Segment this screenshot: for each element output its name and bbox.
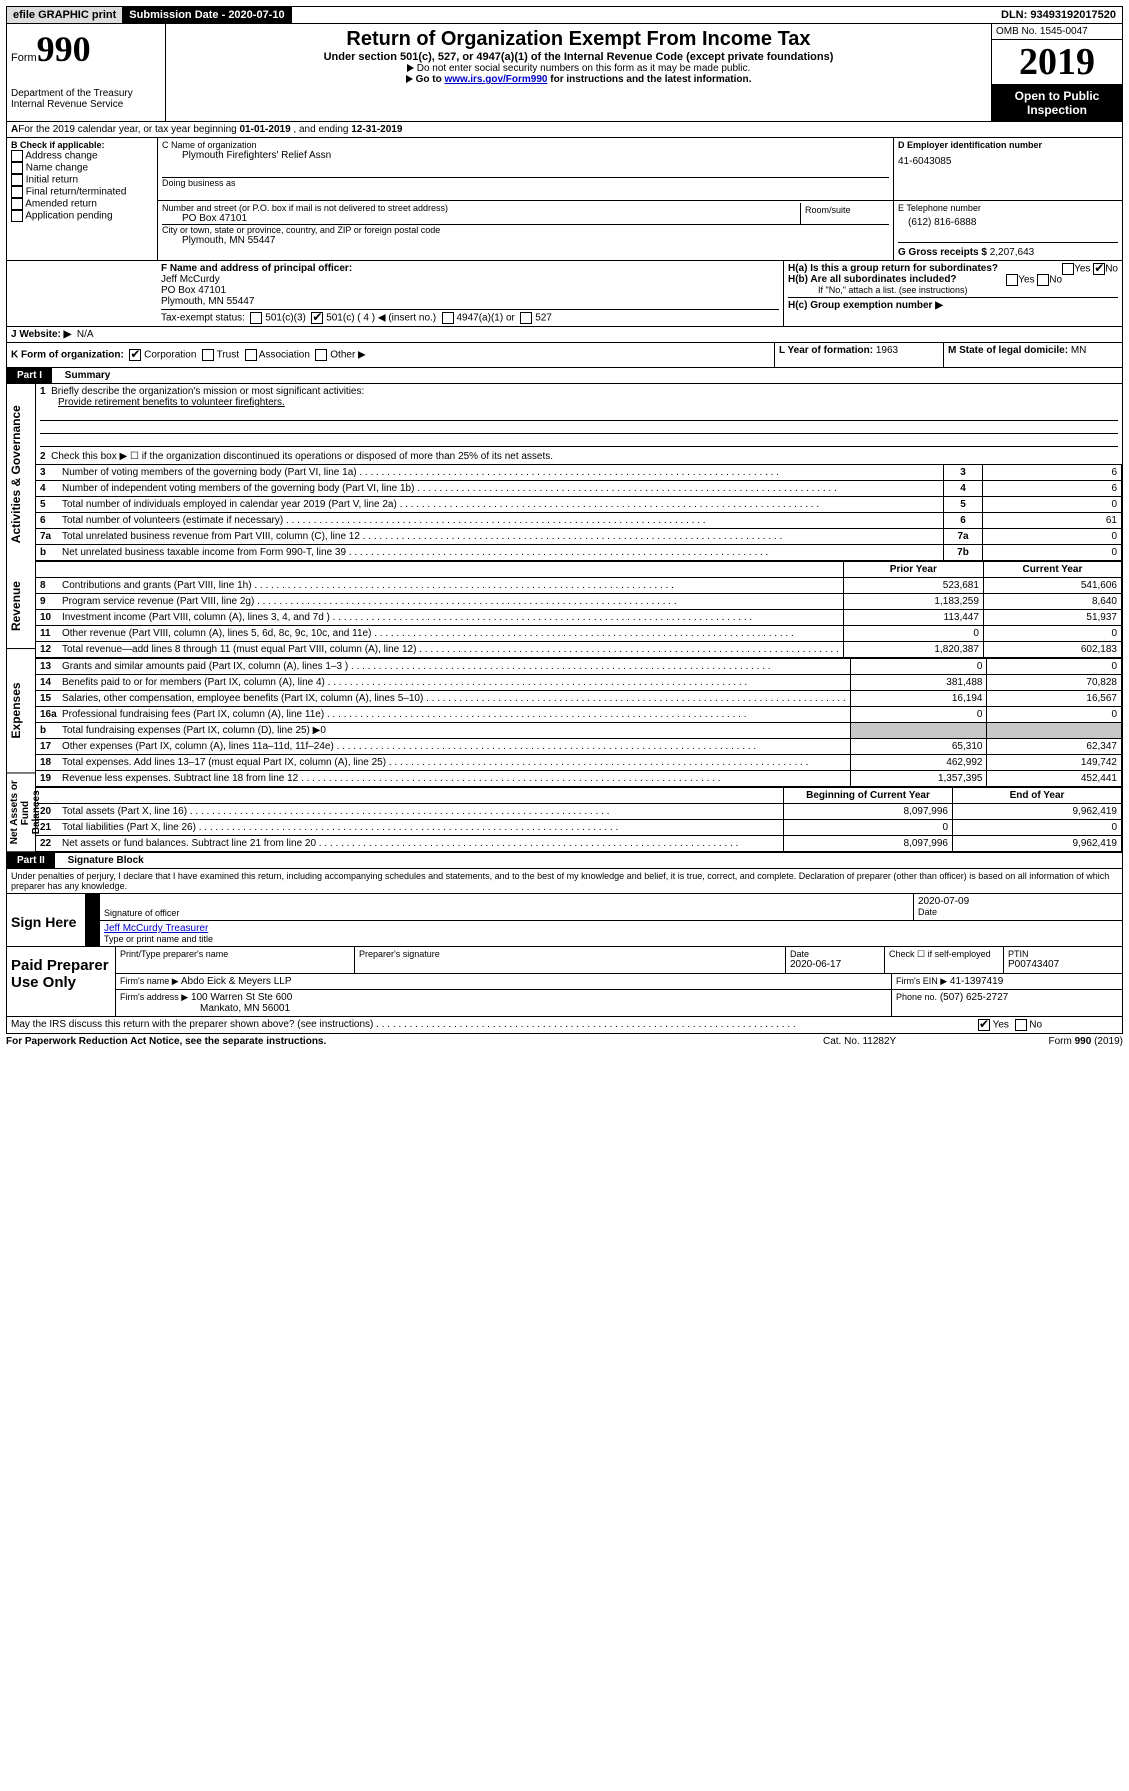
officer-signed-name[interactable]: Jeff McCurdy Treasurer: [104, 923, 208, 934]
box-b-label: B Check if applicable:: [11, 140, 153, 150]
footer: For Paperwork Reduction Act Notice, see …: [6, 1034, 1123, 1049]
street-label: Number and street (or P.O. box if mail i…: [162, 203, 800, 213]
open-to-public: Open to Public Inspection: [992, 85, 1122, 121]
expenses-table: 13Grants and similar amounts paid (Part …: [36, 658, 1122, 787]
street: PO Box 47101: [162, 213, 800, 224]
subtitle-3: Go to www.irs.gov/Form990 for instructio…: [176, 74, 981, 85]
entity-block: B Check if applicable: Address change Na…: [6, 138, 1123, 261]
room-label: Room/suite: [805, 205, 851, 215]
subtitle-2: Do not enter social security numbers on …: [176, 63, 981, 74]
phone: (612) 816-6888: [898, 217, 1118, 228]
form-number: Form990: [11, 28, 161, 70]
form-title: Return of Organization Exempt From Incom…: [176, 28, 981, 51]
irs-label: Internal Revenue Service: [11, 99, 161, 110]
city: Plymouth, MN 55447: [162, 235, 889, 246]
dba-label: Doing business as: [162, 177, 889, 188]
subtitle-1: Under section 501(c), 527, or 4947(a)(1)…: [176, 51, 981, 63]
officer-group-block: F Name and address of principal officer:…: [6, 261, 1123, 327]
top-bar: efile GRAPHIC print Submission Date - 20…: [6, 6, 1123, 24]
sign-here-block: Sign Here Signature of officer 2020-07-0…: [6, 894, 1123, 947]
discuss-row: May the IRS discuss this return with the…: [6, 1017, 1123, 1034]
phone-label: E Telephone number: [898, 203, 1118, 213]
netassets-table: Beginning of Current YearEnd of Year 20T…: [36, 787, 1122, 852]
org-form-row: K Form of organization: Corporation Trus…: [6, 343, 1123, 368]
website-row: J Website: ▶ N/A: [6, 327, 1123, 343]
period-line: AFor the 2019 calendar year, or tax year…: [6, 122, 1123, 138]
ein-label: D Employer identification number: [898, 140, 1118, 150]
part1-body: Activities & Governance Revenue Expenses…: [6, 384, 1123, 853]
tax-year: 2019: [992, 40, 1122, 85]
governance-table: 3Number of voting members of the governi…: [36, 464, 1122, 561]
perjury-text: Under penalties of perjury, I declare th…: [6, 869, 1123, 894]
omb-number: OMB No. 1545-0047: [992, 24, 1122, 40]
org-name: Plymouth Firefighters' Relief Assn: [162, 150, 889, 161]
part1-header: Part I Summary: [6, 368, 1123, 384]
submission-date: Submission Date - 2020-07-10: [123, 7, 291, 23]
dln: DLN: 93493192017520: [995, 7, 1122, 23]
paid-preparer-block: Paid Preparer Use Only Print/Type prepar…: [6, 947, 1123, 1017]
instructions-link[interactable]: www.irs.gov/Form990: [444, 74, 547, 85]
part2-header: Part II Signature Block: [6, 853, 1123, 869]
org-name-label: C Name of organization: [162, 140, 889, 150]
officer-addr1: PO Box 47101: [161, 285, 779, 296]
revenue-table: Prior YearCurrent Year 8Contributions an…: [36, 561, 1122, 658]
officer-addr2: Plymouth, MN 55447: [161, 296, 779, 307]
ein: 41-6043085: [898, 156, 1118, 167]
efile-label: efile GRAPHIC print: [7, 7, 123, 23]
dept-label: Department of the Treasury: [11, 88, 161, 99]
officer-name: Jeff McCurdy: [161, 274, 779, 285]
city-label: City or town, state or province, country…: [162, 224, 889, 235]
mission: Provide retirement benefits to volunteer…: [58, 397, 285, 408]
form-header: Form990 Department of the Treasury Inter…: [6, 24, 1123, 122]
gross-receipts: 2,207,643: [990, 247, 1035, 258]
